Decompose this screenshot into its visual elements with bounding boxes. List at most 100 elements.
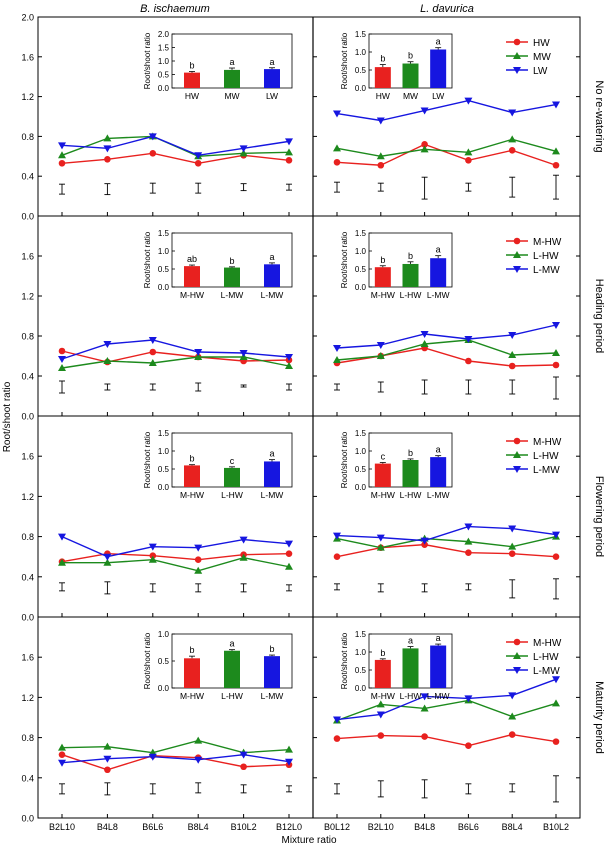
- data-point-blue: [420, 537, 429, 545]
- y-tick-label: 0.4: [21, 773, 34, 783]
- inset-significance-letter: a: [436, 633, 441, 643]
- data-point-green: [103, 742, 112, 750]
- data-point-red: [333, 553, 341, 560]
- data-point-blue: [239, 145, 248, 153]
- data-point-red: [552, 161, 560, 169]
- legend-marker: [513, 67, 521, 74]
- data-point-blue: [333, 716, 341, 724]
- inset-bar-blue: [264, 69, 280, 88]
- inset-significance-letter: b: [189, 454, 194, 464]
- data-point-green: [285, 362, 293, 369]
- inset-bar-blue: [430, 645, 447, 688]
- legend-label: L-HW: [533, 451, 559, 462]
- inset-significance-letter: a: [408, 636, 413, 646]
- data-point-red: [194, 556, 202, 564]
- inset-bar-green: [402, 648, 419, 688]
- data-point-blue: [508, 332, 517, 339]
- data-point-green: [103, 558, 112, 566]
- inset-y-label: Root/shoot ratio: [143, 32, 152, 89]
- series-line-red: [61, 350, 290, 363]
- x-tick-label: B8L4: [502, 822, 523, 832]
- data-point-blue: [552, 531, 560, 539]
- data-point-green: [376, 352, 385, 359]
- row-label: Maturity period: [593, 681, 605, 754]
- inset-y-tick-label: 1.5: [158, 429, 170, 438]
- column-title-l-davurica: L. davurica: [420, 3, 474, 15]
- data-point-blue: [508, 692, 517, 700]
- inset-significance-letter: b: [408, 251, 413, 261]
- x-tick-label: B0L12: [324, 822, 350, 832]
- data-point-green: [103, 134, 112, 142]
- data-point-red: [377, 732, 385, 739]
- series-line-blue: [336, 525, 557, 542]
- legend-marker: [513, 237, 521, 245]
- legend-label: MW: [533, 52, 551, 63]
- legend-label: M-HW: [533, 638, 562, 649]
- inset-bar-red: [374, 463, 391, 487]
- x-tick-label: B6L6: [458, 822, 479, 832]
- panel-border: [37, 16, 581, 217]
- inset-y-tick-label: 0.5: [355, 465, 367, 474]
- inset-significance-letter: a: [269, 449, 274, 459]
- data-point-red: [240, 763, 247, 771]
- data-point-green: [58, 558, 66, 566]
- inset-bar-green: [224, 267, 240, 287]
- data-point-red: [285, 550, 293, 557]
- legend-label: L-MW: [533, 265, 560, 276]
- data-point-blue: [194, 544, 203, 552]
- inset-significance-letter: a: [229, 57, 234, 67]
- legend-label: L-MW: [533, 666, 560, 677]
- data-point-red: [508, 731, 516, 738]
- data-point-blue: [552, 322, 560, 329]
- legend-marker: [513, 266, 521, 273]
- data-point-red: [104, 766, 111, 774]
- inset-category-label: L-HW: [221, 691, 243, 701]
- inset-y-tick-label: 1.5: [158, 229, 170, 238]
- data-point-green: [103, 357, 112, 364]
- inset-significance-letter: b: [408, 51, 413, 61]
- inset-y-tick-label: 1.5: [355, 30, 367, 39]
- inset-y-tick-label: 0.5: [355, 666, 367, 675]
- data-point-blue: [194, 152, 203, 160]
- data-point-blue: [58, 142, 66, 150]
- inset-bar-red: [184, 465, 200, 487]
- data-point-blue: [376, 342, 385, 349]
- legend-marker: [513, 451, 521, 458]
- y-tick-label: 1.2: [21, 492, 34, 502]
- inset-y-tick-label: 1.0: [355, 48, 367, 57]
- legend-label: M-HW: [533, 437, 562, 448]
- y-axis-label: Root/shoot ratio: [2, 381, 13, 452]
- inset-y-tick-label: 1.0: [355, 247, 367, 256]
- x-axis-label: Mixture ratio: [281, 835, 336, 846]
- inset-y-tick-label: 1.0: [158, 247, 170, 256]
- inset-bar-red: [184, 266, 200, 287]
- inset-bar-blue: [264, 656, 280, 688]
- data-point-green: [508, 712, 517, 720]
- series-line-green: [336, 138, 557, 158]
- inset-significance-letter: b: [229, 256, 234, 266]
- inset-y-tick-label: 2.0: [158, 30, 170, 39]
- inset-bar-red: [374, 67, 391, 88]
- x-tick-label: B4L8: [97, 822, 118, 832]
- data-point-green: [58, 364, 66, 371]
- data-point-green: [194, 736, 203, 744]
- data-point-green: [333, 144, 341, 152]
- y-tick-label: 1.2: [21, 92, 34, 102]
- data-point-green: [420, 145, 429, 153]
- y-tick-label: 1.6: [21, 52, 34, 62]
- inset-y-tick-label: 0.0: [158, 283, 170, 292]
- data-point-red: [465, 156, 472, 164]
- inset-y-tick-label: 0.0: [158, 483, 170, 492]
- data-point-red: [58, 159, 66, 167]
- inset-category-label: HW: [376, 91, 390, 101]
- inset-category-label: L-MW: [261, 691, 284, 701]
- data-point-red: [508, 362, 516, 370]
- inset-y-label: Root/shoot ratio: [340, 32, 349, 89]
- legend-marker: [513, 667, 521, 674]
- legend-marker: [513, 251, 521, 258]
- y-tick-label: 0.0: [21, 212, 34, 222]
- inset-bar-blue: [430, 258, 447, 287]
- data-point-red: [333, 735, 341, 742]
- data-point-green: [464, 148, 473, 156]
- data-point-blue: [376, 117, 385, 125]
